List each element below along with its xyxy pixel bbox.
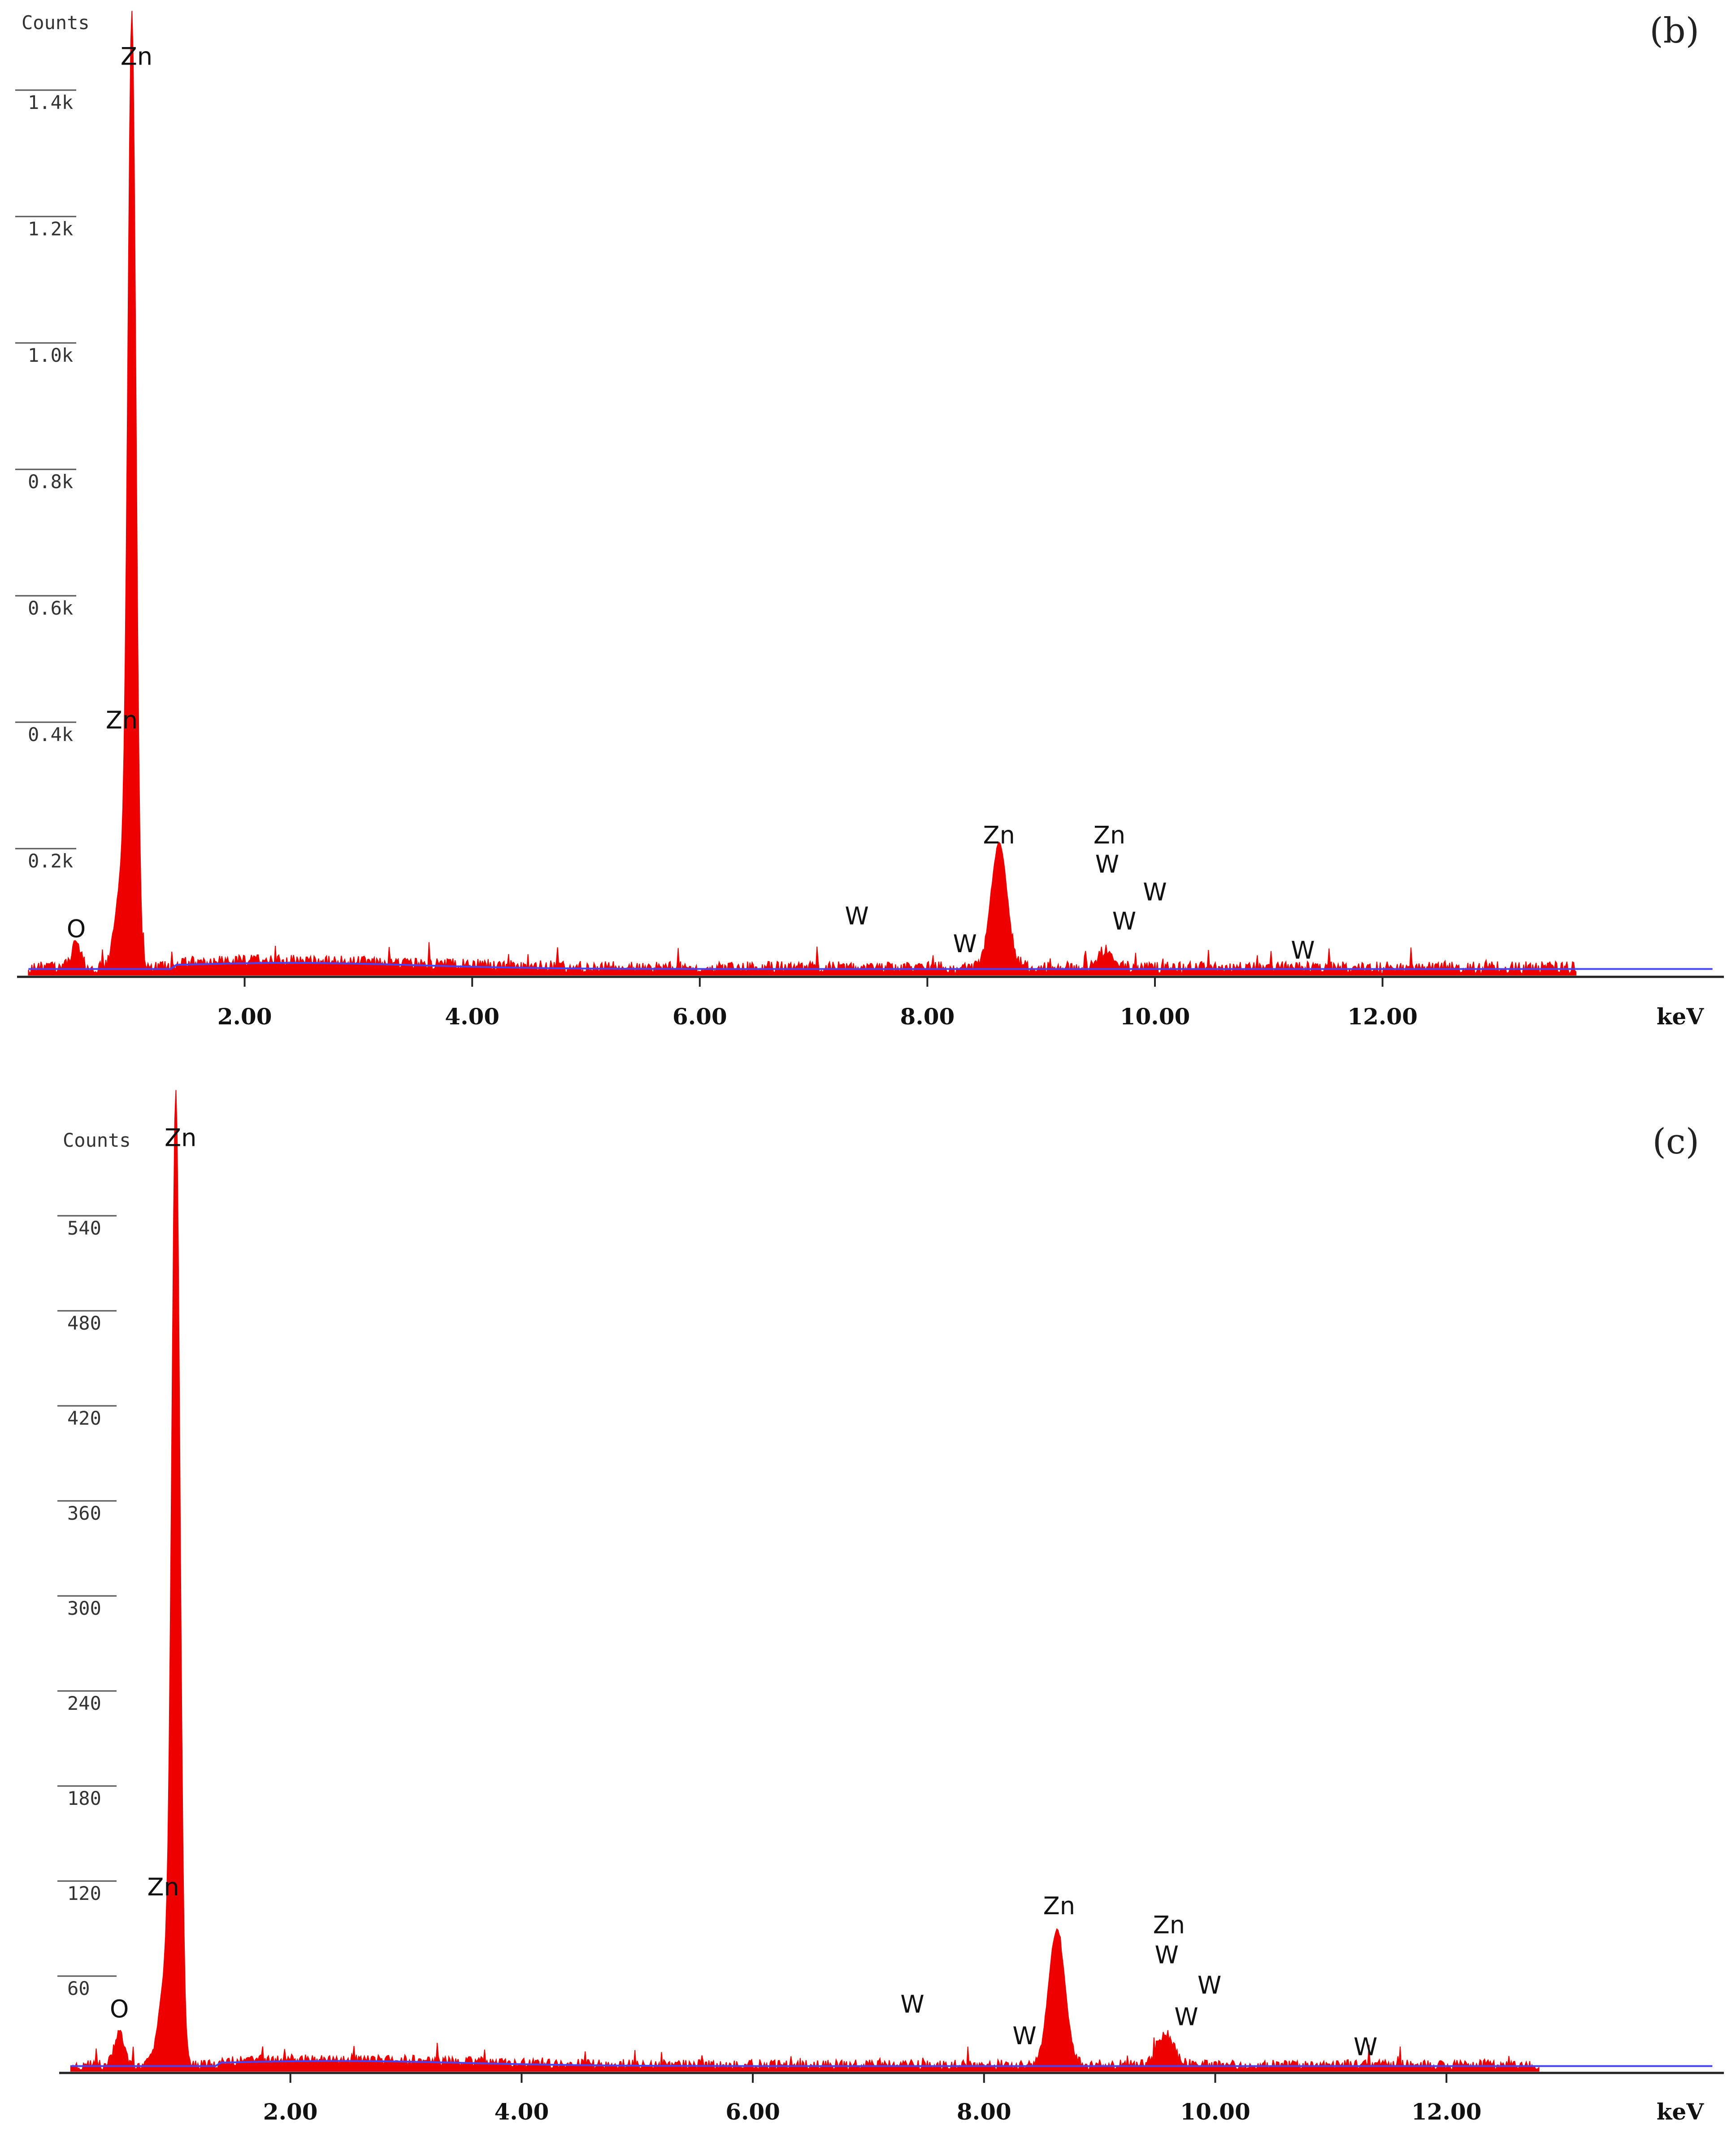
peak-label: Zn	[106, 706, 138, 734]
spectrum-panel-c: (c) Counts 60 120 180 240 300 360 420 480 540 2.00 4…	[57, 1090, 1724, 2125]
peak-label: W	[1143, 878, 1167, 906]
y-tick-label: 120	[67, 1882, 101, 1904]
x-tick-label: 4.00	[445, 1003, 499, 1030]
spectrum-panel-b: (b) Counts 0.2k 0.4k 0.6k 0.8k 1.0k 1.2k 1.4k 2.0…	[15, 11, 1724, 1030]
peak-label: W	[1174, 2003, 1198, 2031]
y-tick-label: 480	[67, 1312, 101, 1334]
y-tick-label: 540	[67, 1217, 101, 1239]
y-tick-label: 60	[67, 1977, 90, 1999]
y-tick-label: 0.4k	[28, 724, 73, 746]
peak-label: O	[110, 1995, 129, 2023]
x-tick-label: 6.00	[673, 1003, 727, 1030]
x-tick-label: 12.00	[1347, 1003, 1418, 1030]
peak-label: Zn	[1094, 821, 1125, 850]
peak-label: Zn	[147, 1873, 179, 1901]
y-tick-label: 180	[67, 1787, 101, 1809]
y-tick-label: 420	[67, 1407, 101, 1429]
panel-label: (c)	[1652, 1122, 1699, 1162]
y-axis-label: Counts	[22, 12, 90, 34]
y-tick-label: 1.4k	[28, 91, 73, 113]
peak-label: Zn	[165, 1124, 196, 1152]
peak-label: Zn	[983, 821, 1015, 850]
peak-label: W	[1095, 850, 1119, 879]
y-axis-label: Counts	[63, 1129, 131, 1151]
peak-label: W	[1291, 936, 1315, 964]
x-tick-label: 10.00	[1180, 2098, 1250, 2125]
peak-label: W	[953, 930, 976, 958]
peak-label: W	[1154, 1941, 1178, 1969]
y-tick-label: 1.0k	[28, 344, 73, 366]
background-fit-line	[70, 2060, 1713, 2067]
peak-label: W	[1012, 2022, 1036, 2050]
peak-label: W	[1198, 1971, 1221, 1999]
y-tick-label: 0.2k	[28, 850, 73, 872]
x-tick-label: 12.00	[1411, 2098, 1482, 2125]
background-fit-line	[28, 962, 1713, 970]
y-tick-label: 0.6k	[28, 597, 73, 619]
y-tick-label: 1.2k	[28, 218, 73, 240]
peak-label: Zn	[1043, 1892, 1075, 1920]
y-tick-label: 300	[67, 1597, 101, 1619]
x-tick-label: 10.00	[1120, 1003, 1190, 1030]
x-tick-label: 8.00	[957, 2098, 1011, 2125]
peak-label: W	[900, 1990, 924, 2018]
spectrum-area	[70, 1090, 1540, 2072]
peak-label: O	[67, 915, 86, 943]
x-axis-unit-label: keV	[1657, 1003, 1704, 1030]
panel-label: (b)	[1649, 11, 1699, 51]
x-tick-label: 2.00	[217, 1003, 272, 1030]
peak-label: W	[1354, 2033, 1377, 2061]
peak-label: Zn	[1153, 1911, 1185, 1939]
peak-label: W	[1112, 907, 1136, 935]
x-tick-label: 4.00	[494, 2098, 549, 2125]
y-tick-label: 240	[67, 1692, 101, 1714]
peak-label: Zn	[121, 43, 152, 71]
x-tick-label: 8.00	[900, 1003, 955, 1030]
x-axis-unit-label: keV	[1657, 2098, 1704, 2125]
x-tick-label: 6.00	[725, 2098, 780, 2125]
x-tick-label: 2.00	[263, 2098, 318, 2125]
peak-label: W	[845, 902, 868, 930]
spectrum-area	[28, 11, 1577, 975]
y-tick-label: 0.8k	[28, 471, 73, 493]
y-tick-label: 360	[67, 1502, 101, 1524]
